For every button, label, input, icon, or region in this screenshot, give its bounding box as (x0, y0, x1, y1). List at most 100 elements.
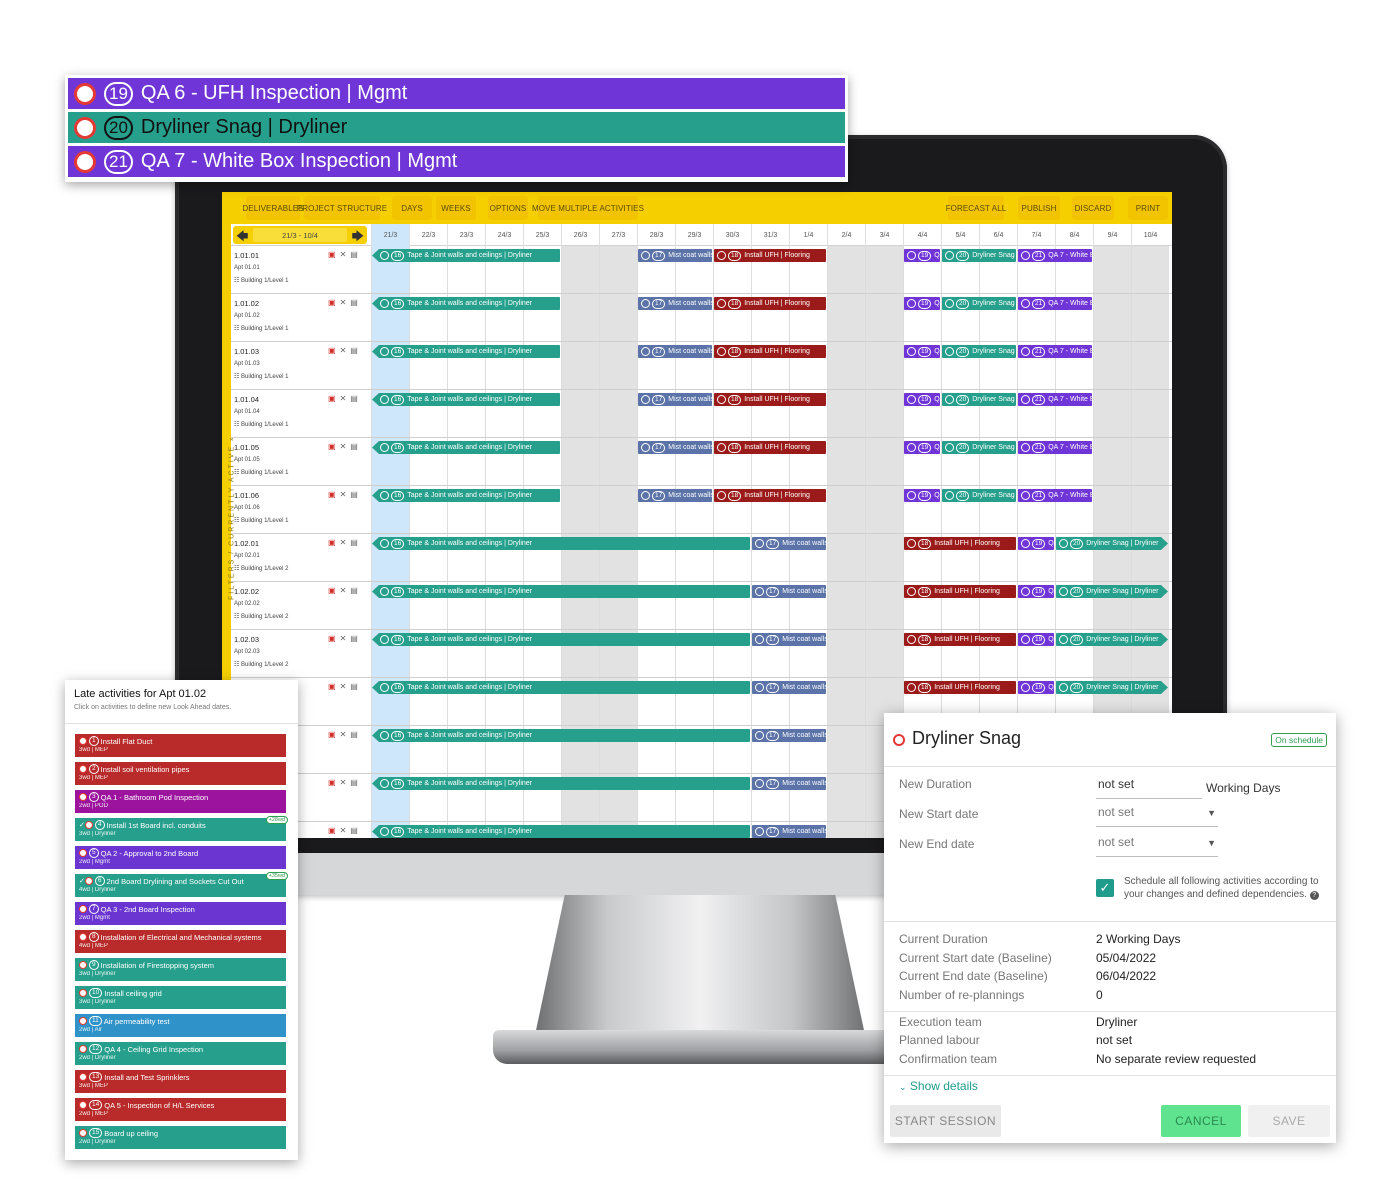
activity-bar[interactable]: 16 Tape & Joint walls and ceilings | Dryl… (372, 825, 750, 838)
day-cell[interactable] (637, 294, 675, 341)
day-cell[interactable] (409, 582, 447, 629)
day-cell[interactable] (599, 390, 637, 437)
new-end-date-select[interactable]: not set ▼ (1096, 835, 1218, 857)
activity-bar[interactable]: 16 Tape & Joint walls and ceilings | Dryl… (372, 585, 750, 598)
day-cell[interactable] (1017, 678, 1055, 725)
day-cell[interactable] (979, 678, 1017, 725)
activity-bar[interactable]: 18 Install UFH | Flooring (904, 585, 1016, 598)
notes-icon[interactable]: ▤ (350, 682, 362, 691)
tools-icon[interactable]: ✕ (339, 490, 351, 499)
day-cell[interactable] (485, 630, 523, 677)
day-cell[interactable] (1055, 342, 1093, 389)
tools-icon[interactable]: ✕ (339, 826, 351, 835)
day-cell[interactable] (979, 294, 1017, 341)
day-cell[interactable] (979, 486, 1017, 533)
day-cell[interactable] (789, 726, 827, 773)
day-cell[interactable] (751, 726, 789, 773)
day-cell[interactable] (1017, 390, 1055, 437)
day-cell[interactable] (979, 390, 1017, 437)
day-cell[interactable] (637, 726, 675, 773)
day-cell[interactable] (409, 486, 447, 533)
day-cell[interactable] (561, 390, 599, 437)
day-cell[interactable] (447, 726, 485, 773)
project-structure-button[interactable]: PROJECT STRUCTURE (297, 196, 387, 220)
late-activity-item[interactable]: 3 QA 1 - Bathroom Pod Inspection 2wd | POD (75, 790, 286, 813)
day-cell[interactable] (675, 246, 713, 293)
cancel-button[interactable]: CANCEL (1161, 1105, 1241, 1137)
day-cell[interactable] (523, 486, 561, 533)
day-cell[interactable] (599, 486, 637, 533)
help-icon[interactable]: ? (1309, 890, 1319, 900)
day-cell[interactable] (523, 438, 561, 485)
day-cell[interactable] (827, 390, 865, 437)
late-activity-item[interactable]: 10 Install ceiling grid 3wd | Dryliner (75, 986, 286, 1009)
day-cell[interactable] (1017, 486, 1055, 533)
day-cell[interactable] (941, 534, 979, 581)
day-cell[interactable] (789, 534, 827, 581)
day-cell[interactable] (903, 438, 941, 485)
day-cell[interactable] (637, 486, 675, 533)
day-cell[interactable] (789, 294, 827, 341)
calendar-alert-icon[interactable]: ▣ (328, 346, 340, 355)
day-cell[interactable] (637, 438, 675, 485)
schedule-following-checkbox[interactable]: ✓ (1096, 879, 1114, 897)
activity-bar[interactable]: 17 Mist coat walls (752, 777, 826, 790)
day-cell[interactable] (827, 726, 865, 773)
day-cell[interactable] (903, 678, 941, 725)
day-cell[interactable] (523, 678, 561, 725)
notes-icon[interactable]: ▤ (350, 778, 362, 787)
day-cell[interactable] (675, 390, 713, 437)
day-cell[interactable] (789, 342, 827, 389)
day-cell[interactable] (789, 246, 827, 293)
day-cell[interactable] (751, 678, 789, 725)
day-cell[interactable] (713, 294, 751, 341)
activity-bar[interactable]: 17 Mist coat walls (638, 249, 712, 262)
activity-bar[interactable]: 16 Tape & Joint walls and ceilings | Dryl… (372, 681, 750, 694)
day-cell[interactable] (1055, 438, 1093, 485)
day-cell[interactable] (789, 678, 827, 725)
day-cell[interactable] (827, 294, 865, 341)
activity-bar[interactable]: 18 Install UFH | Flooring (904, 537, 1016, 550)
calendar-alert-icon[interactable]: ▣ (328, 826, 340, 835)
day-cell[interactable] (1131, 486, 1169, 533)
notes-icon[interactable]: ▤ (350, 490, 362, 499)
publish-button[interactable]: PUBLISH (1018, 196, 1060, 220)
day-cell[interactable] (447, 534, 485, 581)
new-duration-input[interactable]: not set (1096, 777, 1202, 799)
day-cell[interactable] (1093, 246, 1131, 293)
day-cell[interactable] (979, 630, 1017, 677)
day-cell[interactable] (561, 438, 599, 485)
activity-bar[interactable]: 18 Install UFH | Flooring (714, 345, 826, 358)
move-multiple-activities-button[interactable]: MOVE MULTIPLE ACTIVITIES (532, 196, 644, 220)
arrow-right-icon[interactable]: 🡆 (351, 229, 364, 243)
day-cell[interactable] (599, 294, 637, 341)
late-activity-item[interactable]: 1 Install Flat Duct 3wd | MEP (75, 734, 286, 757)
late-activity-item[interactable]: ✓ 4 Install 1st Board incl. conduits 3wd |… (75, 816, 288, 841)
activity-bar[interactable]: 20 Dryliner Snag | Dryliner (1056, 633, 1168, 646)
tools-icon[interactable]: ✕ (339, 394, 351, 403)
day-cell[interactable] (1055, 582, 1093, 629)
day-cell[interactable] (675, 726, 713, 773)
late-activity-item[interactable]: 13 Install and Test Sprinklers 3wd | MEP (75, 1070, 286, 1093)
day-cell[interactable] (713, 486, 751, 533)
day-cell[interactable] (1017, 438, 1055, 485)
day-cell[interactable] (523, 534, 561, 581)
day-cell[interactable] (447, 390, 485, 437)
day-cell[interactable] (1131, 294, 1169, 341)
late-activity-item[interactable]: 15 Board up ceiling 2wd | Dryliner (75, 1126, 286, 1149)
day-cell[interactable] (713, 390, 751, 437)
day-cell[interactable] (979, 342, 1017, 389)
tools-icon[interactable]: ✕ (339, 298, 351, 307)
activity-bar[interactable]: 17 Mist coat walls (752, 681, 826, 694)
activity-bar[interactable]: 16 Tape & Joint walls and ceilings | Dryl… (372, 489, 560, 502)
day-cell[interactable] (789, 486, 827, 533)
tools-icon[interactable]: ✕ (339, 778, 351, 787)
day-cell[interactable] (1131, 438, 1169, 485)
